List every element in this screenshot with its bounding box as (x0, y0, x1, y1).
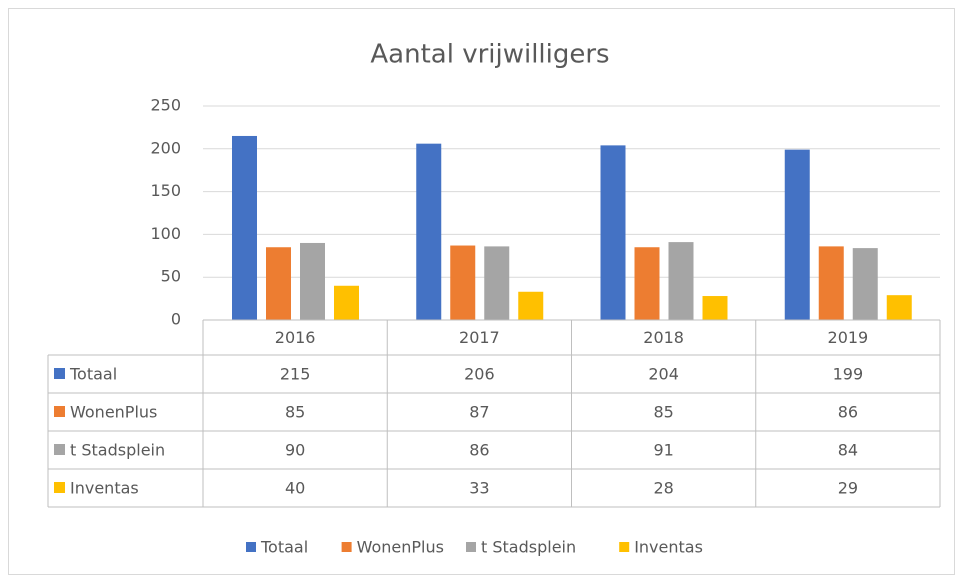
bar (334, 285, 359, 320)
table-value: 91 (653, 441, 673, 460)
bar (634, 247, 660, 320)
bar (300, 242, 325, 320)
table-value: 84 (838, 441, 858, 460)
table-value: 90 (285, 441, 305, 460)
table-series-name: Totaal (69, 365, 117, 384)
legend-key (619, 542, 630, 552)
legend-label: Totaal (260, 538, 308, 557)
x-tick-label: 2018 (643, 328, 684, 347)
table-value: 28 (653, 479, 673, 498)
chart-title: Aantal vrijwilligers (370, 40, 609, 70)
y-tick-label: 150 (150, 181, 181, 200)
x-tick-label: 2016 (275, 328, 316, 347)
bar (784, 149, 810, 320)
table-value: 29 (838, 479, 858, 498)
bar (852, 248, 878, 320)
legend-label: Inventas (634, 538, 703, 557)
bar (416, 143, 442, 320)
bar (484, 246, 510, 320)
table-series-name: Inventas (70, 479, 139, 498)
table-value: 33 (469, 479, 489, 498)
y-tick-label: 100 (150, 224, 181, 243)
table-legend-key (54, 406, 65, 417)
table-value: 86 (838, 403, 858, 422)
table-value: 204 (648, 365, 679, 384)
table-legend-key (54, 444, 65, 455)
table-value: 215 (280, 365, 311, 384)
x-tick-label: 2019 (828, 328, 869, 347)
table-value: 87 (469, 403, 489, 422)
y-tick-label: 50 (161, 267, 181, 286)
table-value: 86 (469, 441, 489, 460)
bar (818, 246, 844, 320)
bar (450, 245, 476, 320)
table-value: 206 (464, 365, 495, 384)
legend-key (246, 542, 256, 552)
bar (232, 135, 257, 320)
table-series-name: t Stadsplein (70, 441, 165, 460)
table-value: 40 (285, 479, 305, 498)
legend-key (341, 542, 352, 552)
legend-label: WonenPlus (357, 538, 444, 557)
bar (668, 242, 694, 320)
table-value: 85 (653, 403, 673, 422)
y-tick-label: 0 (171, 310, 181, 329)
bar (600, 145, 626, 320)
bar (886, 295, 912, 320)
bar (702, 296, 728, 320)
y-tick-label: 200 (150, 138, 181, 157)
bar (518, 291, 544, 320)
table-value: 85 (285, 403, 305, 422)
table-legend-key (54, 368, 65, 379)
bar (266, 247, 291, 320)
y-tick-label: 250 (150, 96, 181, 115)
x-tick-label: 2017 (459, 328, 500, 347)
table-series-name: WonenPlus (70, 403, 157, 422)
table-value: 199 (833, 365, 864, 384)
legend-label: t Stadsplein (481, 538, 576, 557)
legend-key (466, 542, 476, 552)
table-legend-key (54, 482, 65, 493)
